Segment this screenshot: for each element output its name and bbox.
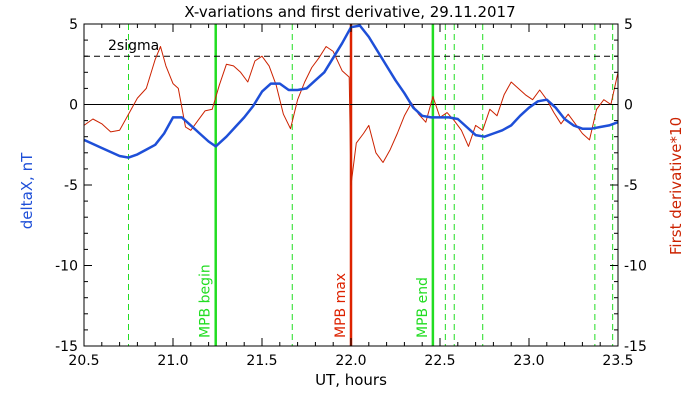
y-tick-label-left-0: 5 <box>69 17 78 33</box>
marker-label-0: MPB begin <box>198 264 214 338</box>
y-tick-label-left-3: -10 <box>55 259 78 275</box>
y-tick-label-left-1: 0 <box>69 98 78 114</box>
sigma-label: 2sigma <box>108 38 159 54</box>
horizontal-lines-layer <box>84 55 618 105</box>
y-tick-label-right-0: 5 <box>624 17 633 33</box>
series-line-derivative <box>83 46 619 186</box>
x-tick-label-5: 23.0 <box>513 353 544 369</box>
series-layer: MPB begin MPB max MPB end <box>83 24 619 338</box>
marker-label-1: MPB max <box>333 273 349 338</box>
y-axis-label-left: deltaX, nT <box>18 152 36 229</box>
y-axis-label-right: First derivative*10 <box>667 117 685 255</box>
y-tick-label-right-2: -5 <box>624 178 638 194</box>
y-tick-label-right-4: -15 <box>624 339 647 355</box>
x-tick-label-0: 20.5 <box>68 353 99 369</box>
x-tick-label-1: 21.0 <box>157 353 188 369</box>
x-tick-label-6: 23.5 <box>602 353 633 369</box>
y-tick-label-right-1: 0 <box>624 98 633 114</box>
marker-label-2: MPB end <box>415 277 431 338</box>
x-axis-label: UT, hours <box>315 371 387 389</box>
ticks-layer: 20.5 21.0 21.5 22.0 22.5 23.0 23.5 5 5 0 0 -5 -5 -10 -… <box>55 17 647 369</box>
x-tick-label-2: 21.5 <box>246 353 277 369</box>
y-tick-label-left-2: -5 <box>64 178 78 194</box>
y-tick-label-left-4: -15 <box>55 339 78 355</box>
plot-frame <box>83 23 619 347</box>
x-tick-label-4: 22.5 <box>424 353 455 369</box>
chart-title: X-variations and first derivative, 29.11… <box>184 3 515 21</box>
y-tick-label-right-3: -10 <box>624 259 647 275</box>
series-line-deltaX <box>83 24 619 159</box>
x-tick-label-3: 22.0 <box>335 353 366 369</box>
